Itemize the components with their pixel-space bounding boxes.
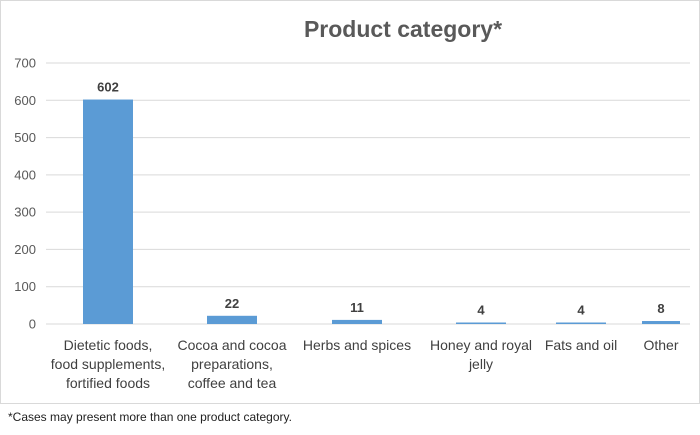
y-tick-label: 500: [14, 130, 36, 145]
y-tick-label: 400: [14, 167, 36, 182]
bar: [332, 319, 382, 324]
gridlines: [46, 62, 690, 325]
data-label: 4: [577, 303, 585, 318]
x-category-label: Other: [643, 337, 678, 353]
data-labels: 602 22 11 4 4 8: [97, 80, 664, 318]
y-tick-label: 100: [14, 279, 36, 294]
y-tick-label: 700: [14, 56, 36, 71]
x-category-label: Fats and oil: [545, 337, 617, 353]
x-category-label: Dietetic foods, food supplements, fortifie…: [51, 337, 165, 391]
data-label: 4: [477, 303, 485, 318]
chart-title: Product category*: [304, 16, 502, 42]
footnote: *Cases may present more than one product…: [8, 410, 292, 424]
bar-chart: Product category* 0 100 200 300 400 500 600 700…: [14, 16, 690, 391]
y-tick-label: 600: [14, 93, 36, 108]
x-category-label: Herbs and spices: [303, 337, 411, 353]
bar: [642, 321, 680, 324]
bars: [83, 99, 680, 324]
data-label: 22: [225, 296, 239, 311]
data-label: 8: [657, 301, 664, 316]
data-label: 11: [350, 300, 364, 315]
y-tick-label: 200: [14, 242, 36, 257]
x-category-label: Honey and royal jelly: [430, 337, 532, 372]
data-label: 602: [97, 80, 119, 95]
x-category-label: Cocoa and cocoa preparations, coffee and t…: [178, 337, 287, 391]
y-tick-label: 0: [29, 317, 36, 332]
bar: [83, 99, 133, 324]
bar: [456, 322, 506, 324]
bar: [556, 322, 606, 324]
y-axis: 0 100 200 300 400 500 600 700: [14, 56, 36, 332]
x-axis: Dietetic foods, food supplements, fortifie…: [51, 337, 679, 391]
bar: [207, 315, 257, 324]
y-tick-label: 300: [14, 205, 36, 220]
